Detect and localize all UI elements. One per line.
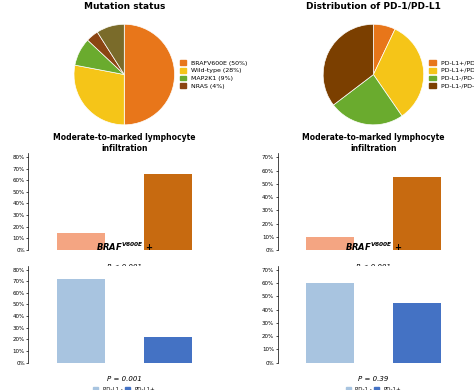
Bar	[144, 174, 192, 250]
Bar	[57, 232, 105, 250]
Wedge shape	[374, 29, 424, 116]
Text: $\bfit{BRAF}^{V600E}$ +: $\bfit{BRAF}^{V600E}$ +	[345, 241, 402, 254]
Wedge shape	[74, 65, 124, 125]
Wedge shape	[374, 24, 395, 74]
Bar	[393, 303, 441, 363]
Legend: PD-1 -, PD-1+: PD-1 -, PD-1+	[346, 274, 401, 279]
Wedge shape	[97, 24, 124, 74]
Text: P = 0.001: P = 0.001	[107, 376, 142, 382]
Legend: BRAFV600E (50%), Wild-type (28%), MAP2K1 (9%), NRAS (4%): BRAFV600E (50%), Wild-type (28%), MAP2K1…	[180, 60, 248, 89]
Title: Moderate-to-marked lymphocyte
infiltration: Moderate-to-marked lymphocyte infiltrati…	[53, 133, 195, 152]
Legend: PD-1 -, PD-1+: PD-1 -, PD-1+	[346, 387, 401, 390]
Title: Mutation status: Mutation status	[83, 2, 165, 11]
Text: P < 0.001: P < 0.001	[107, 264, 142, 269]
Legend: PD-L1 -, PD-L1+: PD-L1 -, PD-L1+	[93, 274, 155, 279]
Wedge shape	[333, 74, 402, 125]
Title: Moderate-to-marked lymphocyte
infiltration: Moderate-to-marked lymphocyte infiltrati…	[302, 133, 445, 152]
Title: Distribution of PD-1/PD-L1: Distribution of PD-1/PD-L1	[306, 2, 441, 11]
Bar	[57, 279, 105, 363]
Wedge shape	[88, 32, 124, 74]
Bar	[393, 177, 441, 250]
Wedge shape	[75, 40, 124, 74]
Text: P < 0.001: P < 0.001	[356, 264, 391, 269]
Bar	[144, 337, 192, 363]
Bar	[306, 237, 354, 250]
Wedge shape	[323, 24, 374, 105]
Bar	[306, 283, 354, 363]
Text: $\bfit{BRAF}^{V600E}$ +: $\bfit{BRAF}^{V600E}$ +	[96, 241, 153, 254]
Wedge shape	[124, 24, 174, 125]
Legend: PD-L1+/PD-1- (7%), PD-L1+/PD-1+ (33%), PD-L1-/PD-1+ (24%), PD-L1-/PD-1- (35%): PD-L1+/PD-1- (7%), PD-L1+/PD-1+ (33%), P…	[429, 60, 474, 89]
Text: P = 0.39: P = 0.39	[358, 376, 389, 382]
Legend: PD-L1 -, PD-L1+: PD-L1 -, PD-L1+	[93, 387, 155, 390]
